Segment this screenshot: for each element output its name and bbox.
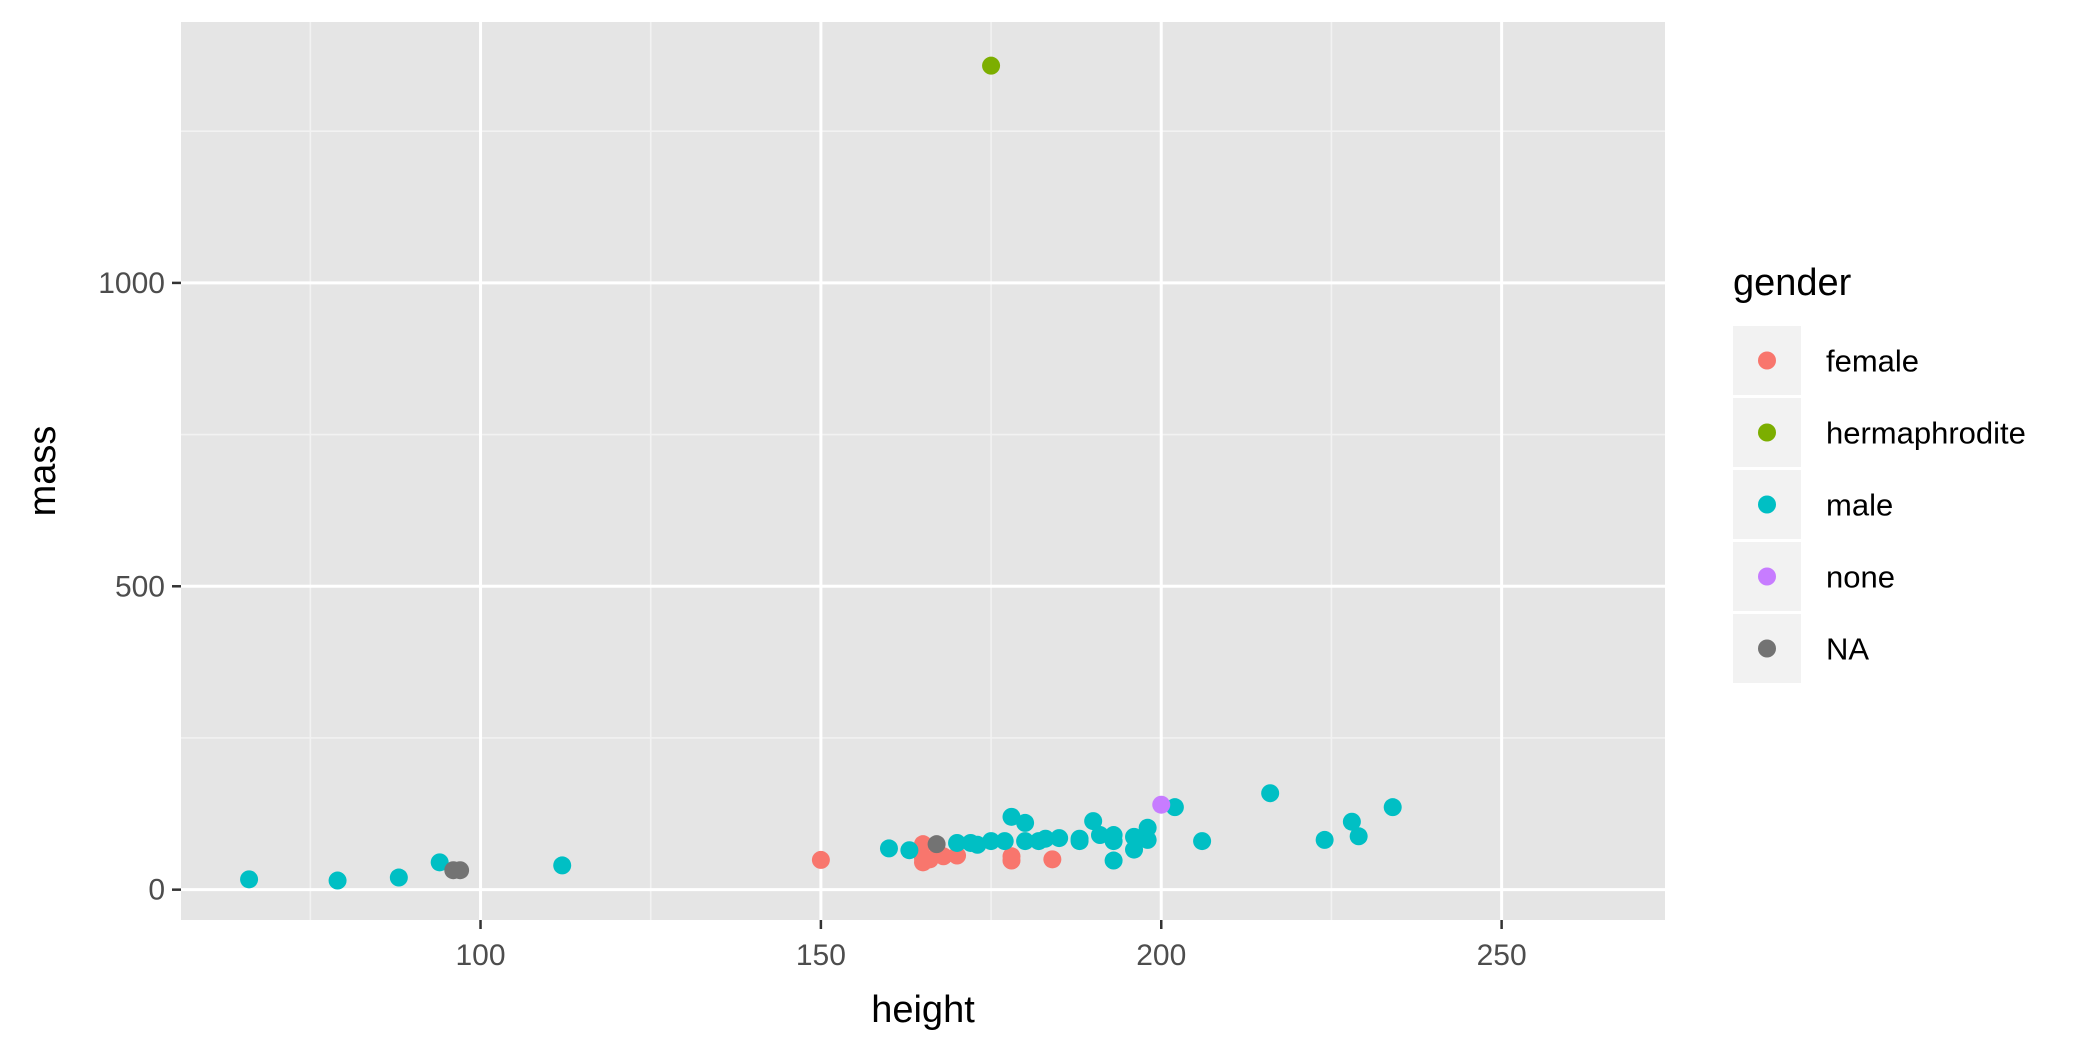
x-axis-title: height [871,989,975,1031]
data-point-male [1193,832,1212,851]
panel-background [181,22,1665,920]
data-point-male [1104,832,1123,851]
data-point-male [995,832,1014,851]
data-point-male [1036,829,1055,848]
data-point-female [1043,850,1062,869]
data-point-male [1125,840,1144,859]
data-point-male [553,856,572,875]
legend-label: hermaphrodite [1826,416,2026,451]
data-point-male [982,832,1001,851]
x-tick-label: 250 [1477,939,1527,972]
data-point-female [811,850,830,869]
legend-swatch [1758,495,1776,514]
data-point-none [1152,795,1171,814]
data-point-male [1342,812,1361,831]
data-point-male [328,871,347,890]
legend-label: female [1826,344,1919,379]
data-point-na [927,835,946,854]
legend-swatch [1758,639,1776,658]
data-point-male [948,833,967,852]
data-point-male [1016,832,1035,851]
data-point-male [1090,826,1109,845]
data-point-female [914,835,932,854]
x-tick-label: 150 [796,939,846,972]
legend-swatch [1758,567,1776,586]
data-point-male [1050,829,1069,848]
legend: gender female hermaphrodite male none NA [1733,262,2026,683]
data-point-male [1349,827,1368,846]
legend-swatch [1758,351,1776,370]
data-point-male [1002,807,1021,826]
grid-lines [181,22,1665,920]
data-point-male [1138,818,1157,837]
data-point-female [1002,851,1021,870]
y-axis-title: mass [22,426,64,517]
data-point-male [968,835,987,854]
data-point-male [1084,812,1103,831]
data-point-female [948,846,967,865]
data-point-male [1315,830,1334,849]
x-tick-label: 100 [455,939,505,972]
data-point-male [1165,798,1184,817]
data-point-male [240,870,259,889]
y-tick-label: 1000 [98,267,165,300]
axis-ticks: 100 150 200 250 0 500 1000 [98,267,1526,972]
legend-label: none [1826,560,1895,595]
y-tick-label: 500 [115,570,165,603]
data-point-male [900,841,919,860]
data-point-male [1383,798,1402,817]
legend-label: male [1826,488,1893,523]
legend-label: NA [1826,632,1869,667]
legend-swatch [1758,423,1776,442]
data-point-na [451,861,470,880]
data-point-hermaphrodite [982,56,1001,75]
data-point-male [1125,827,1144,846]
legend-title: gender [1733,262,1852,304]
data-points [240,56,1402,890]
data-point-male [879,839,898,858]
data-point-male [389,868,408,887]
x-tick-label: 200 [1136,939,1186,972]
data-point-female [914,849,932,868]
data-point-male [430,853,449,872]
data-point-male [1261,784,1280,803]
data-point-male [1016,813,1035,832]
data-point-male [1104,851,1123,870]
y-tick-label: 0 [148,874,165,907]
data-point-male [1070,832,1089,851]
